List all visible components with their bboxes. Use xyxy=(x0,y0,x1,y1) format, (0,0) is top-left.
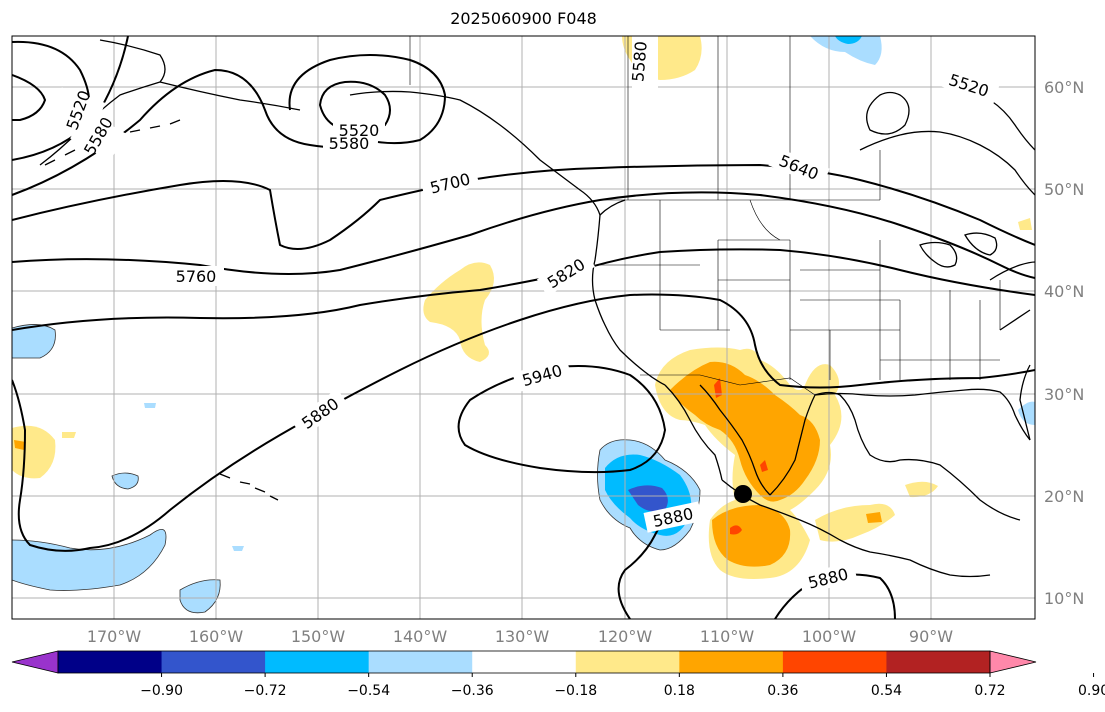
shade-hawaii-blue xyxy=(12,529,166,591)
shade-carib-yellow xyxy=(905,481,938,498)
contour-label-5580-north: 5580 xyxy=(628,40,650,82)
contour-label-5760: 5760 xyxy=(176,267,217,286)
coast-hudson xyxy=(866,91,910,135)
lon-label: 120°W xyxy=(598,627,653,646)
coast-baja xyxy=(664,384,771,496)
shade-pacific-blue-dark xyxy=(628,485,668,512)
contour-label-5580-low: 5580 xyxy=(329,134,370,153)
contour-5520-west-low xyxy=(12,74,47,121)
contour-label-backgrounds xyxy=(50,36,1000,595)
coast-lakes xyxy=(919,232,998,268)
colorbar-ticks: −0.90 −0.72 −0.54 −0.36 −0.18 0.18 0.36 0.54 0.7… xyxy=(140,673,1105,699)
political-borders xyxy=(409,36,1001,396)
colorbar-segment xyxy=(58,651,163,673)
coast-east-us xyxy=(989,261,1035,441)
contour-label-5520-low: 5520 xyxy=(339,121,380,140)
shade-red-3 xyxy=(760,460,768,472)
longitude-labels: 170°W 160°W 150°W 140°W 130°W 120°W 110°… xyxy=(87,627,953,646)
contour-5580-low xyxy=(288,54,447,145)
colorbar-tick-label: −0.36 xyxy=(451,683,494,699)
shade-dot-yellow xyxy=(62,432,76,438)
shade-red-1 xyxy=(730,525,742,535)
coastlines xyxy=(39,39,1035,578)
colorbar-segment xyxy=(161,651,266,673)
colorbar-tick-label: −0.72 xyxy=(244,683,287,699)
colorbar-tick-label: 0.54 xyxy=(871,683,902,699)
colorbar-segment xyxy=(472,651,577,673)
location-marker xyxy=(734,485,752,503)
lon-label: 100°W xyxy=(802,627,857,646)
lon-label: 150°W xyxy=(291,627,346,646)
colorbar-extend-max xyxy=(989,650,1037,674)
lon-label: 160°W xyxy=(189,627,244,646)
coast-canada-north xyxy=(599,99,1035,216)
coast-gulf xyxy=(814,388,1031,441)
lon-label: 170°W xyxy=(87,627,142,646)
shade-west-orange xyxy=(14,440,26,450)
colorbar-tick-label: 0.72 xyxy=(974,683,1005,699)
anomaly-shading xyxy=(12,36,1035,613)
shade-red-2 xyxy=(714,378,722,398)
lon-label: 110°W xyxy=(700,627,755,646)
map-frame xyxy=(11,35,1036,620)
coast-west-us xyxy=(591,214,666,386)
lon-label: 130°W xyxy=(495,627,550,646)
shade-dot-blue xyxy=(144,403,156,408)
shade-small-blue-2 xyxy=(180,579,221,613)
colorbar-segment xyxy=(886,651,991,673)
shade-north-blue-dark xyxy=(835,36,862,44)
map-title: 2025060900 F048 xyxy=(450,9,597,28)
colorbar-segment xyxy=(368,651,473,673)
shading-outlines xyxy=(12,324,701,614)
colorbar-outline xyxy=(57,650,991,674)
contour-5820 xyxy=(12,293,1035,552)
shade-west-blue xyxy=(12,324,56,358)
shade-east-yellow xyxy=(1018,218,1032,230)
lat-label: 20°N xyxy=(1044,487,1084,506)
shade-gulf-orange xyxy=(670,361,820,502)
latitude-labels: 60°N 50°N 40°N 30°N 20°N 10°N xyxy=(1044,78,1084,608)
colorbar-tick-label: 0.90 xyxy=(1078,683,1105,699)
lat-label: 10°N xyxy=(1044,589,1084,608)
shade-west-yellow xyxy=(12,425,56,479)
shade-small-orange xyxy=(866,512,882,523)
colorbar-tick-label: −0.90 xyxy=(140,683,183,699)
shade-north-blue xyxy=(810,36,882,65)
colorbar-tick-label: −0.18 xyxy=(554,683,597,699)
lat-label: 30°N xyxy=(1044,385,1084,404)
colorbar xyxy=(11,650,1037,674)
colorbar-segment xyxy=(575,651,680,673)
lon-label: 140°W xyxy=(393,627,448,646)
colorbar-tick-label: 0.36 xyxy=(767,683,798,699)
shade-small-blue-1 xyxy=(112,473,139,489)
colorbar-segment xyxy=(679,651,784,673)
colorbar-extend-min xyxy=(11,650,59,674)
colorbar-tick-label: 0.18 xyxy=(664,683,695,699)
coast-hawaii xyxy=(219,473,279,501)
shade-tiny-blue xyxy=(232,546,244,551)
colorbar-segment xyxy=(782,651,887,673)
shade-south-orange xyxy=(712,505,791,567)
colorbar-segment xyxy=(265,651,370,673)
colorbar-tick-label: −0.54 xyxy=(347,683,390,699)
lat-label: 40°N xyxy=(1044,282,1084,301)
lon-label: 90°W xyxy=(909,627,953,646)
lat-label: 50°N xyxy=(1044,180,1084,199)
coast-mexico xyxy=(721,391,1021,578)
lat-label: 60°N xyxy=(1044,78,1084,97)
shade-pacific-yellow xyxy=(423,262,494,362)
